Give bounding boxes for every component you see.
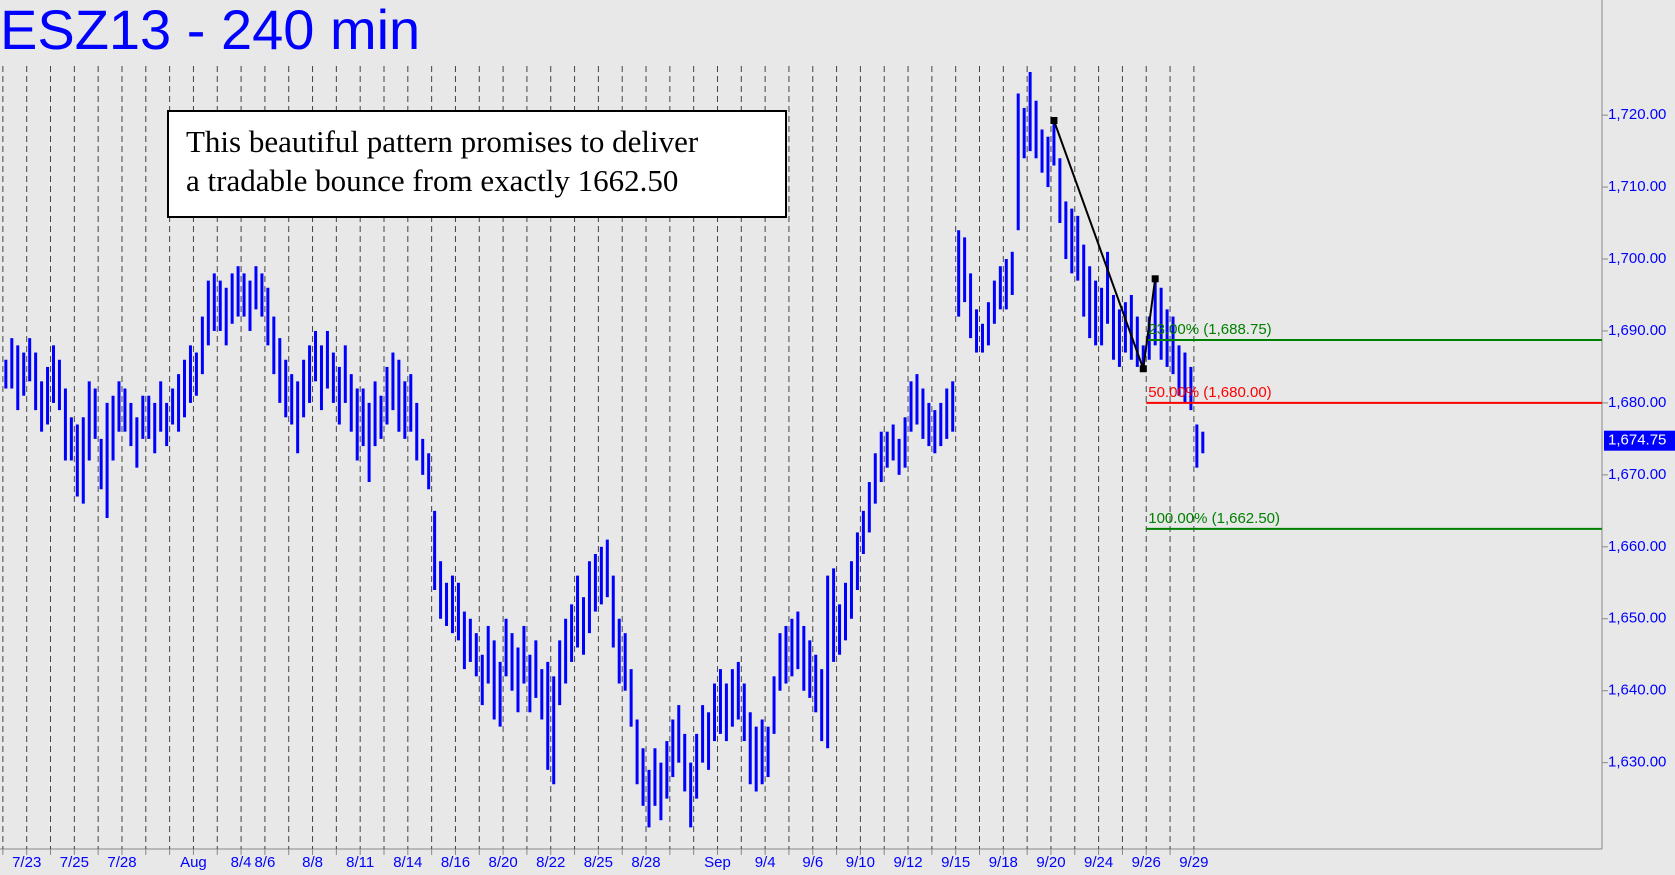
x-tick-label: 9/29: [1179, 854, 1208, 871]
x-tick-label: 8/16: [441, 854, 470, 871]
y-tick-label: 1,630.00: [1608, 754, 1666, 771]
x-tick-label: 8/14: [393, 854, 422, 871]
pattern-point: [1151, 275, 1159, 283]
x-tick-label: 9/6: [802, 854, 823, 871]
last-price-box: [1604, 430, 1675, 451]
pattern-point: [1050, 117, 1058, 125]
y-tick-label: 1,710.00: [1608, 178, 1666, 195]
x-tick-label: 9/4: [755, 854, 776, 871]
x-tick-label: 9/10: [846, 854, 875, 871]
x-tick-label: 9/26: [1132, 854, 1161, 871]
y-tick-label: 1,640.00: [1608, 682, 1666, 699]
x-tick-label: 8/28: [631, 854, 660, 871]
level-label: 50.00% (1,680.00): [1148, 384, 1271, 401]
y-tick-label: 1,650.00: [1608, 610, 1666, 627]
x-tick-label: 7/25: [60, 854, 89, 871]
x-tick-label: 8/25: [584, 854, 613, 871]
x-tick-label: 8/6: [254, 854, 275, 871]
y-tick-label: 1,700.00: [1608, 250, 1666, 267]
y-tick-label: 1,720.00: [1608, 106, 1666, 123]
x-tick-label: 7/23: [12, 854, 41, 871]
x-tick-label: 8/4: [231, 854, 252, 871]
annotation-box: [167, 110, 787, 218]
x-tick-label: 8/8: [302, 854, 323, 871]
annotation-line: This beautiful pattern promises to deliv…: [186, 124, 699, 159]
x-tick-label: Aug: [180, 854, 207, 871]
y-tick-label: 1,680.00: [1608, 394, 1666, 411]
chart-title: ESZ13 - 240 min: [0, 0, 420, 61]
y-tick-label: 1,660.00: [1608, 538, 1666, 555]
y-tick-label: 1,670.00: [1608, 466, 1666, 483]
x-tick-label: 8/20: [488, 854, 517, 871]
pattern-point: [1139, 365, 1147, 373]
last-price-label: 1,674.75: [1608, 432, 1666, 449]
x-tick-label: 9/20: [1036, 854, 1065, 871]
level-label: 23.00% (1,688.75): [1148, 321, 1271, 338]
x-tick-label: 9/18: [989, 854, 1018, 871]
y-tick-label: 1,690.00: [1608, 322, 1666, 339]
x-tick-label: 8/11: [346, 854, 374, 871]
x-tick-label: 9/15: [941, 854, 970, 871]
x-tick-label: Sep: [704, 854, 731, 871]
level-label: 100.00% (1,662.50): [1148, 510, 1280, 527]
x-tick-label: 7/28: [107, 854, 136, 871]
bars: [2, 66, 1205, 849]
x-tick-label: 9/12: [893, 854, 922, 871]
x-tick-label: 8/22: [536, 854, 565, 871]
x-tick-label: 9/24: [1084, 854, 1113, 871]
annotation-line: a tradable bounce from exactly 1662.50: [186, 163, 678, 198]
